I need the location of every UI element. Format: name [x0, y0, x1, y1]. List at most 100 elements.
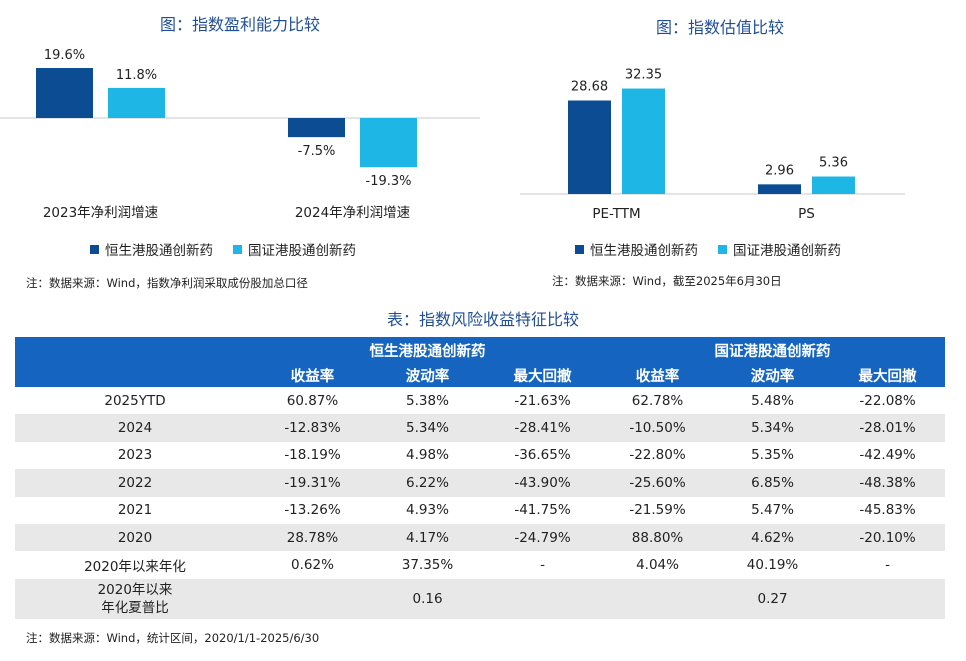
table-cell: -28.01% — [830, 414, 946, 442]
table-cell: -25.60% — [600, 469, 716, 497]
table-title: 表：指数风险收益特征比较 — [386, 310, 579, 329]
bar-hs — [288, 118, 345, 138]
data-label: 11.8% — [116, 68, 157, 83]
row-label: 2020年以来 年化夏普比 — [15, 578, 255, 619]
table-cell: 4.17% — [370, 523, 485, 552]
group-header-hs: 恒生港股通创新药 — [255, 337, 601, 363]
table-cell: -45.83% — [859, 502, 916, 519]
legend-swatch-hs — [90, 244, 99, 254]
column-header: 波动率 — [370, 363, 485, 387]
table-note: 注：数据来源：Wind，统计区间，2020/1/1-2025/6/30 — [26, 631, 320, 645]
table-row: 2020年以来年化 0.62% 37.35% - 4.04% 40.19% - — [15, 551, 945, 578]
profit-note: 注：数据来源：Wind，指数净利润采取成份股加总口径 — [26, 276, 308, 290]
risk-return-table: 恒生港股通创新药 国证港股通创新药 收益率 波动率 最大回撤 收益率 波动率 最… — [15, 337, 946, 619]
table-cell: -43.90% — [485, 469, 601, 497]
table-cell: 4.04% — [636, 557, 679, 574]
table-row: 2020 28.78% 4.17% -24.79% 88.80% 4.62% -20.10% — [15, 523, 946, 552]
table-row: 2022 -19.31% 6.22% -43.90% -25.60% 6.85% -48.3… — [15, 469, 946, 497]
table-cell: -19.31% — [255, 469, 370, 497]
table-cell: -28.41% — [485, 414, 601, 442]
bar-gz — [108, 87, 165, 118]
row-label-line: 2020年以来 — [97, 581, 173, 598]
table-cell: 37.35% — [401, 557, 454, 574]
table-cell: -48.38% — [830, 469, 946, 497]
table-cell: -41.75% — [514, 502, 571, 519]
category-label: 2023年净利润增速 — [43, 205, 158, 221]
table-cell: -13.26% — [284, 502, 341, 519]
table-cell: -18.19% — [284, 447, 341, 464]
table-cell: 5.35% — [751, 447, 794, 464]
row-label: 2022 — [15, 469, 255, 497]
row-label: 2024 — [15, 414, 255, 442]
legend-label-hs: 恒生港股通创新药 — [105, 243, 213, 259]
table-cell: -21.59% — [629, 502, 686, 519]
valuation-chart-title: 图：指数估值比较 — [655, 18, 784, 37]
table-cell: -20.10% — [830, 523, 946, 552]
table-cell: 5.38% — [406, 392, 449, 409]
table-cell: 6.22% — [370, 469, 485, 497]
bar-hs — [36, 68, 93, 118]
table-cell: - — [540, 557, 545, 574]
table-cell: 4.98% — [406, 447, 449, 464]
profit-chart: 19.6% 11.8% 2023年净利润增速 -7.5% -19.3% 2024年净利润增… — [0, 48, 480, 221]
bar-gz — [812, 176, 855, 194]
table-cell: - — [885, 557, 890, 574]
table-cell: -21.63% — [514, 392, 571, 409]
table-cell: 5.48% — [751, 392, 794, 409]
table-row: 2024 -12.83% 5.34% -28.41% -10.50% 5.34% -28.0… — [15, 414, 946, 442]
bar-gz — [622, 88, 665, 194]
row-label: 2021 — [117, 502, 153, 519]
data-label: 5.36 — [819, 156, 848, 171]
valuation-chart: 28.68 32.35 PE-TTM 2.96 5.36 PS — [520, 68, 905, 222]
table-cell: -10.50% — [600, 414, 716, 442]
bar-hs — [758, 184, 801, 194]
category-label: 2024年净利润增速 — [295, 205, 410, 221]
data-label: -19.3% — [366, 174, 412, 189]
category-label: PE-TTM — [592, 206, 640, 222]
data-label: 28.68 — [571, 80, 608, 95]
legend-swatch-gz — [718, 244, 727, 254]
table-cell: 28.78% — [255, 523, 370, 552]
table-cell: 0.27 — [600, 578, 946, 619]
table-cell: -22.08% — [859, 392, 916, 409]
data-label: 2.96 — [765, 163, 794, 178]
table-cell: 5.34% — [715, 414, 831, 442]
table-cell: -36.65% — [514, 447, 571, 464]
bar-hs — [568, 100, 611, 194]
table-row: 2021 -13.26% 4.93% -41.75% -21.59% 5.47% -45.8… — [15, 497, 945, 524]
table-cell: 62.78% — [631, 392, 684, 409]
table-cell: 5.47% — [751, 502, 794, 519]
bar-gz — [360, 118, 417, 168]
row-label-line: 年化夏普比 — [101, 599, 169, 616]
table-cell: -22.80% — [629, 447, 686, 464]
table-cell: -24.79% — [485, 523, 601, 552]
profit-legend: 恒生港股通创新药 国证港股通创新药 — [90, 239, 356, 259]
valuation-note: 注：数据来源：Wind，截至2025年6月30日 — [552, 274, 782, 288]
table-cell: 4.93% — [406, 502, 449, 519]
header-blank — [15, 337, 255, 363]
header-blank — [15, 363, 255, 387]
data-label: 32.35 — [625, 68, 662, 83]
row-label: 2020年以来年化 — [84, 559, 186, 576]
table-cell: -42.49% — [859, 447, 916, 464]
table-row: 2025YTD 60.87% 5.38% -21.63% 62.78% 5.48% -22.… — [15, 387, 945, 414]
row-label: 2025YTD — [104, 392, 166, 409]
column-header: 最大回撤 — [830, 363, 946, 387]
legend-swatch-gz — [233, 244, 242, 254]
table-cell: 40.19% — [746, 557, 799, 574]
table-row-sharpe: 2020年以来 年化夏普比 0.16 0.27 — [15, 578, 946, 619]
table-row: 2023 -18.19% 4.98% -36.65% -22.80% 5.35% -42.4… — [15, 442, 945, 469]
table-cell: -12.83% — [255, 414, 370, 442]
legend-label-gz: 国证港股通创新药 — [248, 243, 356, 259]
group-header-gz: 国证港股通创新药 — [600, 337, 946, 363]
table-cell: 0.16 — [255, 578, 601, 619]
table-cell: 0.62% — [291, 557, 334, 574]
row-label: 2020 — [15, 523, 255, 552]
row-label: 2023 — [117, 447, 153, 464]
category-label: PS — [798, 206, 815, 222]
column-header: 收益率 — [600, 363, 716, 387]
table-cell: 60.87% — [286, 392, 339, 409]
table-cell: 6.85% — [715, 469, 831, 497]
profit-chart-title: 图：指数盈利能力比较 — [159, 15, 320, 34]
data-label: 19.6% — [44, 48, 85, 63]
